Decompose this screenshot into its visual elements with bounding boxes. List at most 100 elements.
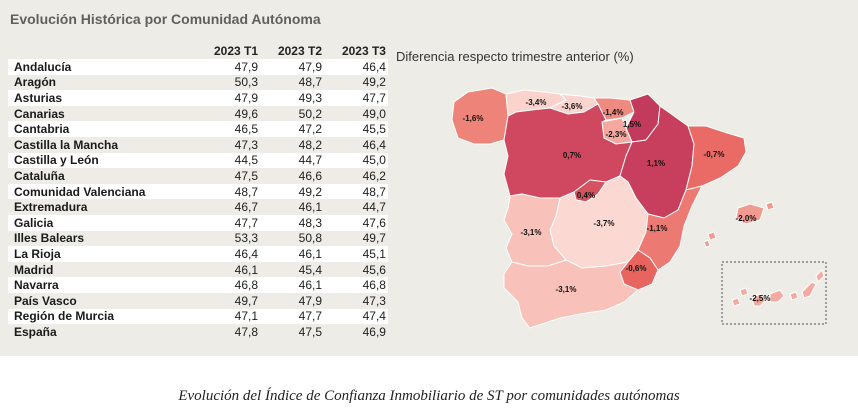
row-label: Navarra [14,278,59,293]
table-cell: 47,4 [362,309,386,324]
table-row: Aragón 50,3 48,7 49,2 [8,75,388,91]
canarias-inset-frame [721,261,827,325]
table-row: Illes Balears 53,3 50,8 49,7 [8,231,388,247]
region-label-la-rioja: -2,3% [606,130,627,139]
region-label-castilla-la-mancha: -3,7% [594,219,615,228]
region-label-cantabria: -3,6% [562,102,583,111]
table-cell: 47,7 [298,309,322,324]
table-cell: 46,4 [234,246,259,261]
table-cell: 46,4 [362,137,386,152]
region-label-region-de-murcia: -0,6% [626,264,647,273]
region-label-extremadura: -3,1% [521,228,542,237]
table-cell: 47,2 [298,122,322,137]
region-label-navarra: 1,5% [623,120,641,129]
region-label-castilla-y-leon: 0,7% [563,151,581,160]
table-cell: 47,7 [234,215,259,230]
table-row: La Rioja 46,4 46,1 45,1 [8,246,388,262]
table-cell: 45,0 [362,153,386,168]
table-cell: 46,6 [298,168,322,183]
table-cell: 47,3 [362,293,386,308]
table-cell: 45,4 [298,262,322,277]
table-cell: 50,2 [298,106,322,121]
table-cell: 48,2 [298,137,322,152]
table-cell: 49,2 [362,75,386,90]
table-cell: 44,5 [234,153,259,168]
table-cell: 47,8 [234,324,259,339]
table-cell: 46,9 [362,324,386,339]
region-comunidad-valenciana [637,185,703,271]
row-label: Castilla la Mancha [14,137,119,152]
table-cell: 46,5 [234,122,259,137]
row-label: Aragón [14,75,56,90]
figure-caption: Evolución del Índice de Confianza Inmobi… [178,388,680,404]
row-label: España [14,324,57,339]
table-cell: 48,7 [234,184,259,199]
region-label-andalucia: -3,1% [556,285,577,294]
table-cell: 46,1 [298,278,322,293]
table-cell: 45,6 [362,262,386,277]
row-label: Asturias [14,90,63,105]
table-row: Extremadura 46,7 46,1 44,7 [8,199,388,215]
table-cell: 47,1 [234,309,259,324]
table-cell: 53,3 [234,231,259,246]
table-cell: 47,7 [362,90,386,105]
table-cell: 49,7 [234,293,259,308]
region-label-illes-balears: -2,0% [736,214,757,223]
table-cell: 44,7 [362,200,386,215]
table-cell: 47,9 [234,59,259,74]
map-title: Diferencia respecto trimestre anterior (… [396,49,634,64]
table-cell: 46,2 [362,168,386,183]
row-label: Cataluña [14,168,65,183]
row-label: Castilla y León [14,153,99,168]
region-label-asturias: -3,4% [526,98,547,107]
row-label: País Vasco [14,293,77,308]
table-row: Asturias 47,9 49,3 47,7 [8,90,388,106]
table-cell: 50,8 [298,231,322,246]
column-header: 2023 T2 [277,43,322,58]
table-row: Región de Murcia 47,1 47,7 47,4 [8,308,388,325]
table-row: Galicia 47,7 48,3 47,6 [8,214,388,231]
table-row: Navarra 46,8 46,1 46,8 [8,277,388,293]
table-cell: 46,8 [234,278,259,293]
table-cell: 47,3 [234,137,259,152]
table-cell: 46,8 [362,278,386,293]
region-cataluna [685,125,747,191]
table-row: Castilla la Mancha 47,3 48,2 46,4 [8,137,388,153]
region-label-aragon: 1,1% [647,159,665,168]
table-cell: 45,5 [362,122,386,137]
table-row: España 47,8 47,5 46,9 [8,324,388,340]
table-row: Comunidad Valenciana 48,7 49,2 48,7 [8,183,388,200]
row-label: Canarias [14,106,65,121]
table-cell: 46,7 [234,200,259,215]
table-cell: 49,6 [234,106,259,121]
table-body: Andalucía 47,9 47,9 46,4 Aragón 50,3 48,7 49,2 A… [8,59,388,340]
table-cell: 49,0 [362,106,386,121]
table-cell: 47,9 [298,293,322,308]
table-cell: 46,4 [362,59,386,74]
region-illes-balears [703,201,775,248]
table-cell: 47,9 [298,59,322,74]
region-label-galicia: -1,6% [463,114,484,123]
row-label: Región de Murcia [14,309,115,324]
row-label: Cantabria [14,122,70,137]
table-row: Cataluña 47,5 46,6 46,2 [8,168,388,184]
table-cell: 45,1 [362,246,386,261]
row-label: La Rioja [14,246,61,261]
table-cell: 47,5 [298,324,322,339]
table-header: 2023 T1 2023 T2 2023 T3 [8,42,388,59]
column-header: 2023 T3 [341,43,386,58]
spain-map: -1,6% -3,4% -3,6% -1,4% 1,5% -2,3% 0,7% … [451,87,827,329]
row-label: Andalucía [14,59,72,74]
region-label-cataluna: -0,7% [704,150,725,159]
table-cell: 48,3 [298,215,322,230]
chart-title: Evolución Histórica por Comunidad Autóno… [10,11,321,27]
region-label-comunidad-valenciana: -1,1% [647,224,668,233]
region-label-madrid: 0,4% [577,191,595,200]
row-label: Extremadura [14,200,88,215]
table-cell: 46,1 [234,262,259,277]
table-cell: 49,7 [362,231,386,246]
table-row: Castilla y León 44,5 44,7 45,0 [8,152,388,169]
chart-panel: Evolución Histórica por Comunidad Autóno… [0,0,858,356]
region-andalucia [503,259,639,329]
table-cell: 49,3 [298,90,322,105]
